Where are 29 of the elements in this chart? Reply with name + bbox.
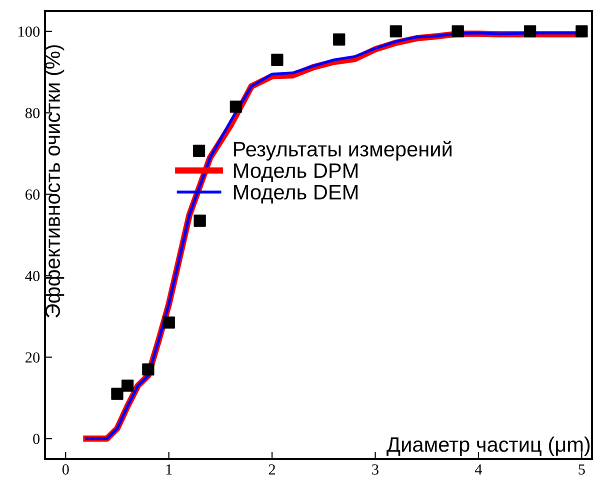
- y-tick-label: 0: [33, 434, 40, 444]
- point: [194, 214, 206, 227]
- point: [271, 54, 284, 66]
- x-tick-label: 3: [372, 464, 378, 475]
- y-tick-label: 20: [26, 352, 40, 363]
- point: [121, 380, 134, 392]
- x-axis-title: Диаметр частиц (μm): [386, 436, 590, 456]
- point: [162, 316, 175, 329]
- x-tick-label: 4: [474, 464, 482, 474]
- point: [333, 33, 346, 46]
- point: [576, 25, 588, 38]
- x-tick-label: 0: [62, 464, 69, 475]
- y-axis-title: Эффективность очистки (%): [44, 45, 64, 318]
- point: [524, 25, 536, 38]
- y-tick-label: 60: [26, 189, 40, 200]
- point: [230, 100, 242, 113]
- x-tick-label: 5: [578, 464, 585, 475]
- legend-label: Результаты измерений: [234, 140, 452, 161]
- legend-label: Модель DEM: [234, 185, 358, 204]
- x-tick-label: 1: [166, 464, 172, 474]
- y-tick-label: 80: [25, 108, 40, 118]
- point: [452, 25, 464, 38]
- legend-label: Модель DPM: [234, 164, 358, 182]
- y-tick-label: 100: [18, 26, 40, 37]
- point: [390, 25, 402, 38]
- y-tick-label: 40: [25, 270, 40, 282]
- point: [142, 363, 154, 376]
- x-tick-label: 2: [268, 464, 276, 474]
- point: [111, 388, 124, 400]
